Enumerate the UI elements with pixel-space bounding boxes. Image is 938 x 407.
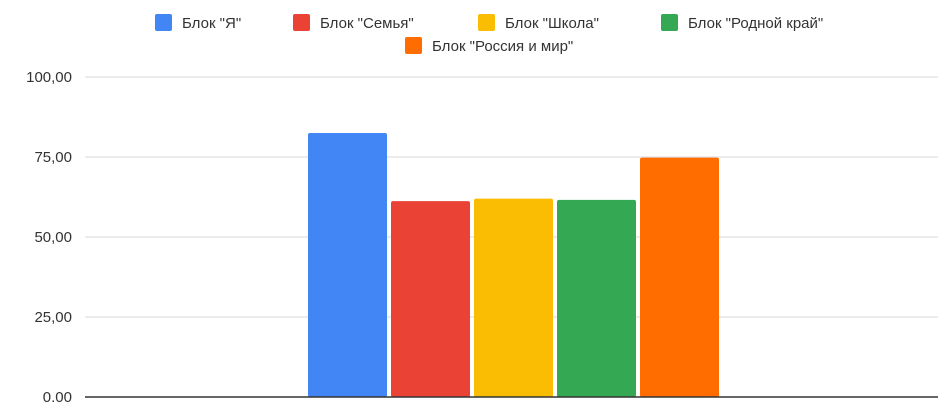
y-axis-ticks: 0.00 25,00 50,00 75,00 100,00 bbox=[26, 69, 72, 406]
y-tick-label: 50,00 bbox=[34, 229, 72, 246]
legend-item: Блок "Я" bbox=[155, 14, 241, 32]
legend-swatch bbox=[293, 14, 310, 31]
legend-item: Блок "Россия и мир" bbox=[405, 37, 573, 55]
legend-label: Блок "Семья" bbox=[320, 15, 414, 32]
y-tick-label: 25,00 bbox=[34, 309, 72, 326]
bar-series-4 bbox=[557, 199, 636, 397]
y-tick-label: 75,00 bbox=[34, 149, 72, 166]
bar-series-5 bbox=[640, 157, 719, 397]
bar-series-3 bbox=[474, 198, 553, 397]
legend-label: Блок "Школа" bbox=[505, 15, 599, 32]
legend-item: Блок "Школа" bbox=[478, 14, 599, 32]
bar-series-1 bbox=[308, 133, 387, 397]
bar-series-2 bbox=[391, 201, 470, 397]
legend-item: Блок "Семья" bbox=[293, 14, 414, 32]
legend-swatch bbox=[661, 14, 678, 31]
legend-swatch bbox=[405, 37, 422, 54]
legend-swatch bbox=[478, 14, 495, 31]
legend-label: Блок "Россия и мир" bbox=[432, 38, 573, 55]
legend-swatch bbox=[155, 14, 172, 31]
legend-item: Блок "Родной край" bbox=[661, 14, 823, 32]
y-tick-label: 100,00 bbox=[26, 69, 72, 86]
legend-label: Блок "Я" bbox=[182, 15, 241, 32]
legend: Блок "Я" Блок "Семья" Блок "Школа" Блок "Ро… bbox=[155, 14, 823, 55]
bars bbox=[308, 133, 719, 397]
y-tick-label: 0.00 bbox=[43, 389, 72, 402]
legend-label: Блок "Родной край" bbox=[688, 15, 823, 32]
